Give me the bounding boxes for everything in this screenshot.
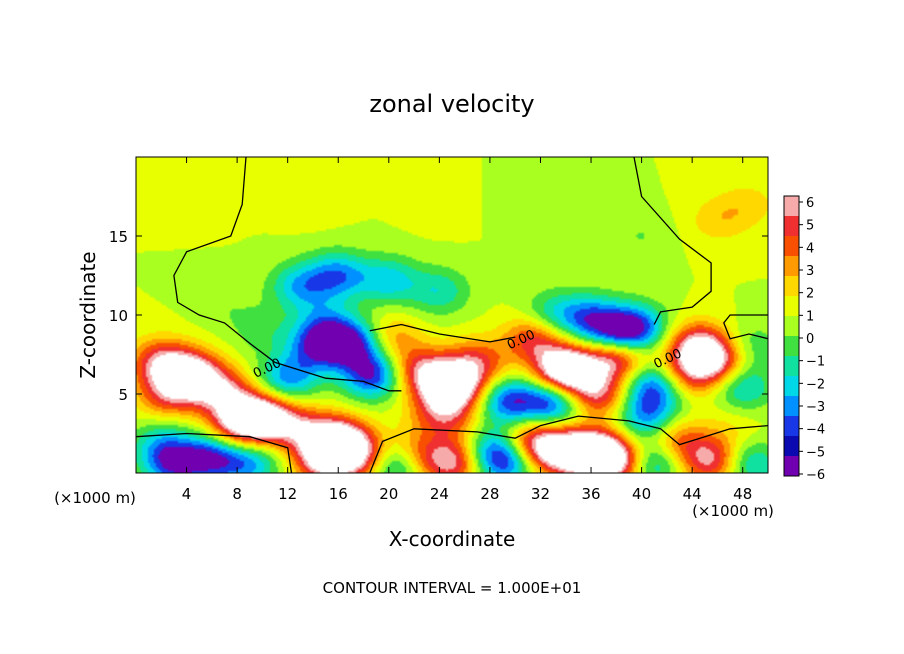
- zero-contour-line: [633, 157, 712, 325]
- colorbar-swatch: [784, 196, 799, 217]
- x-axis-unit-right: (×1000 m): [692, 502, 774, 520]
- colorbar-frame: [783, 195, 800, 477]
- colorbar-tick-label: −3: [806, 400, 825, 415]
- x-tick-label: 16: [329, 485, 348, 503]
- x-axis-unit: (×1000 m): [54, 489, 136, 507]
- colorbar-swatch: [784, 376, 799, 397]
- x-tick-label: 40: [632, 485, 651, 503]
- plot-area: 0.000.000.00: [135, 156, 769, 474]
- x-axis: 4 8 12 16 20 24 28 32 36 40 44 48: [182, 157, 752, 503]
- y-axis: 5 10 15: [109, 228, 768, 404]
- zero-contour-line: [173, 157, 402, 392]
- colorbar-tick-label: 4: [806, 241, 814, 256]
- colorbar-tick-label: 2: [806, 287, 814, 302]
- colorbar-swatch: [784, 316, 799, 337]
- x-tick-label: 44: [683, 485, 702, 503]
- x-tick-label: 4: [182, 485, 192, 503]
- colorbar-tick-label: 3: [806, 264, 814, 279]
- colorbar-tick-label: −6: [806, 468, 825, 483]
- colorbar-tick-label: −2: [806, 377, 825, 392]
- colorbar-tick-label: −5: [806, 445, 825, 460]
- zero-contour-line: [723, 314, 768, 340]
- colorbar-swatch: [784, 256, 799, 277]
- zero-contour-line: [369, 323, 516, 343]
- x-tick-label: 28: [480, 485, 499, 503]
- contour-interval-note: CONTOUR INTERVAL = 1.000E+01: [323, 579, 582, 597]
- colorbar-tick-label: 0: [806, 332, 814, 347]
- colorbar-swatch: [784, 336, 799, 357]
- velocity-field: [136, 157, 768, 473]
- x-axis-label: X-coordinate: [389, 527, 516, 551]
- colorbar-tick-label: −1: [806, 355, 825, 370]
- x-tick-label: 32: [531, 485, 550, 503]
- colorbar-swatch: [784, 356, 799, 377]
- x-tick-label: 36: [581, 485, 600, 503]
- colorbar-swatch: [784, 416, 799, 437]
- colorbar-swatch: [784, 236, 799, 257]
- colorbar: 6 5 4 3 2 1 0 −1 −2 −3 −4 −5 −6: [783, 195, 825, 483]
- y-axis-label: Z-coordinate: [76, 251, 100, 378]
- x-tick-label: 48: [733, 485, 752, 503]
- colorbar-tick-label: 6: [806, 196, 814, 211]
- x-tick-label: 24: [430, 485, 449, 503]
- colorbar-swatch: [784, 276, 799, 297]
- chart-title: zonal velocity: [369, 90, 534, 118]
- colorbar-tick-label: 1: [806, 309, 814, 324]
- x-tick-label: 8: [232, 485, 242, 503]
- x-tick-label: 20: [379, 485, 398, 503]
- colorbar-swatch: [784, 396, 799, 417]
- y-tick-label: 15: [109, 228, 128, 246]
- zero-contour-line: [136, 432, 293, 473]
- colorbar-swatch: [784, 296, 799, 317]
- y-tick-label: 5: [118, 386, 128, 404]
- x-tick-label: 12: [278, 485, 297, 503]
- colorbar-swatch: [784, 216, 799, 237]
- colorbar-swatch: [784, 436, 799, 457]
- y-tick-label: 10: [109, 307, 128, 325]
- colorbar-tick-label: −4: [806, 423, 825, 438]
- colorbar-tick-label: 5: [806, 219, 814, 234]
- zero-contour-line: [369, 415, 768, 473]
- colorbar-swatch: [784, 456, 799, 477]
